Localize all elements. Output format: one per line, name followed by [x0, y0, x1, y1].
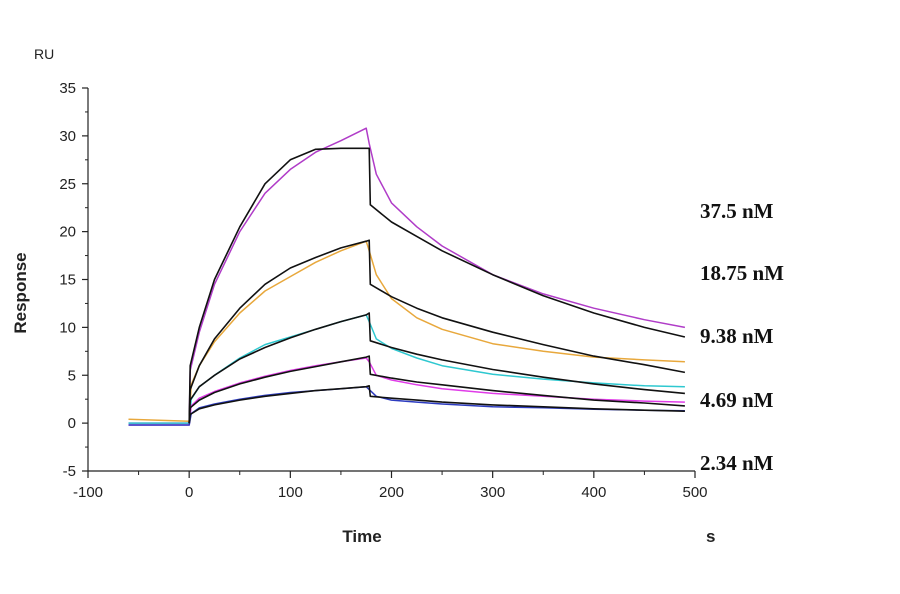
y-tick-label: 15 [59, 272, 76, 289]
legend-label-2: 18.75 nM [700, 261, 784, 285]
y-tick-label: 35 [59, 80, 76, 97]
sensorgram-curve-4 [128, 357, 685, 426]
x-tick-label: 0 [185, 484, 193, 501]
legend-label-1: 37.5 nM [700, 199, 774, 223]
fit-curve-8 [188, 312, 685, 424]
y-tick-label: 0 [68, 415, 76, 432]
fit-curve-6 [188, 147, 686, 424]
legend-label-3: 9.38 nM [700, 324, 774, 348]
fit-curve-9 [188, 355, 685, 424]
y-tick-label: 30 [59, 128, 76, 145]
fit-curve-10 [188, 385, 685, 424]
sensorgram-curve-1 [128, 127, 686, 424]
sensorgram-curve-3 [128, 314, 685, 424]
y-tick-label: 10 [59, 319, 76, 336]
legend-label-5: 2.34 nM [700, 451, 774, 475]
x-unit-label: s [706, 527, 715, 546]
x-tick-label: 200 [379, 484, 404, 501]
legend-label-4: 4.69 nM [700, 388, 774, 412]
x-tick-label: 500 [682, 484, 707, 501]
y-tick-label: 20 [59, 224, 76, 241]
y-tick-label: -5 [63, 463, 76, 480]
y-axis-title: Response [11, 252, 30, 333]
x-tick-label: 300 [480, 484, 505, 501]
plot-lines [128, 127, 686, 426]
y-tick-label: 25 [59, 176, 76, 193]
x-axis-title: Time [342, 527, 381, 546]
axes [82, 87, 696, 478]
x-tick-label: -100 [73, 484, 103, 501]
fit-curve-7 [188, 239, 686, 424]
x-tick-label: 400 [581, 484, 606, 501]
x-tick-label: 100 [278, 484, 303, 501]
tick-labels: -5 0 5 10 15 20 25 30 35 -100 0 100 200 300 400 500 [59, 80, 707, 501]
y-unit-label: RU [34, 46, 54, 62]
y-tick-label: 5 [68, 367, 76, 384]
